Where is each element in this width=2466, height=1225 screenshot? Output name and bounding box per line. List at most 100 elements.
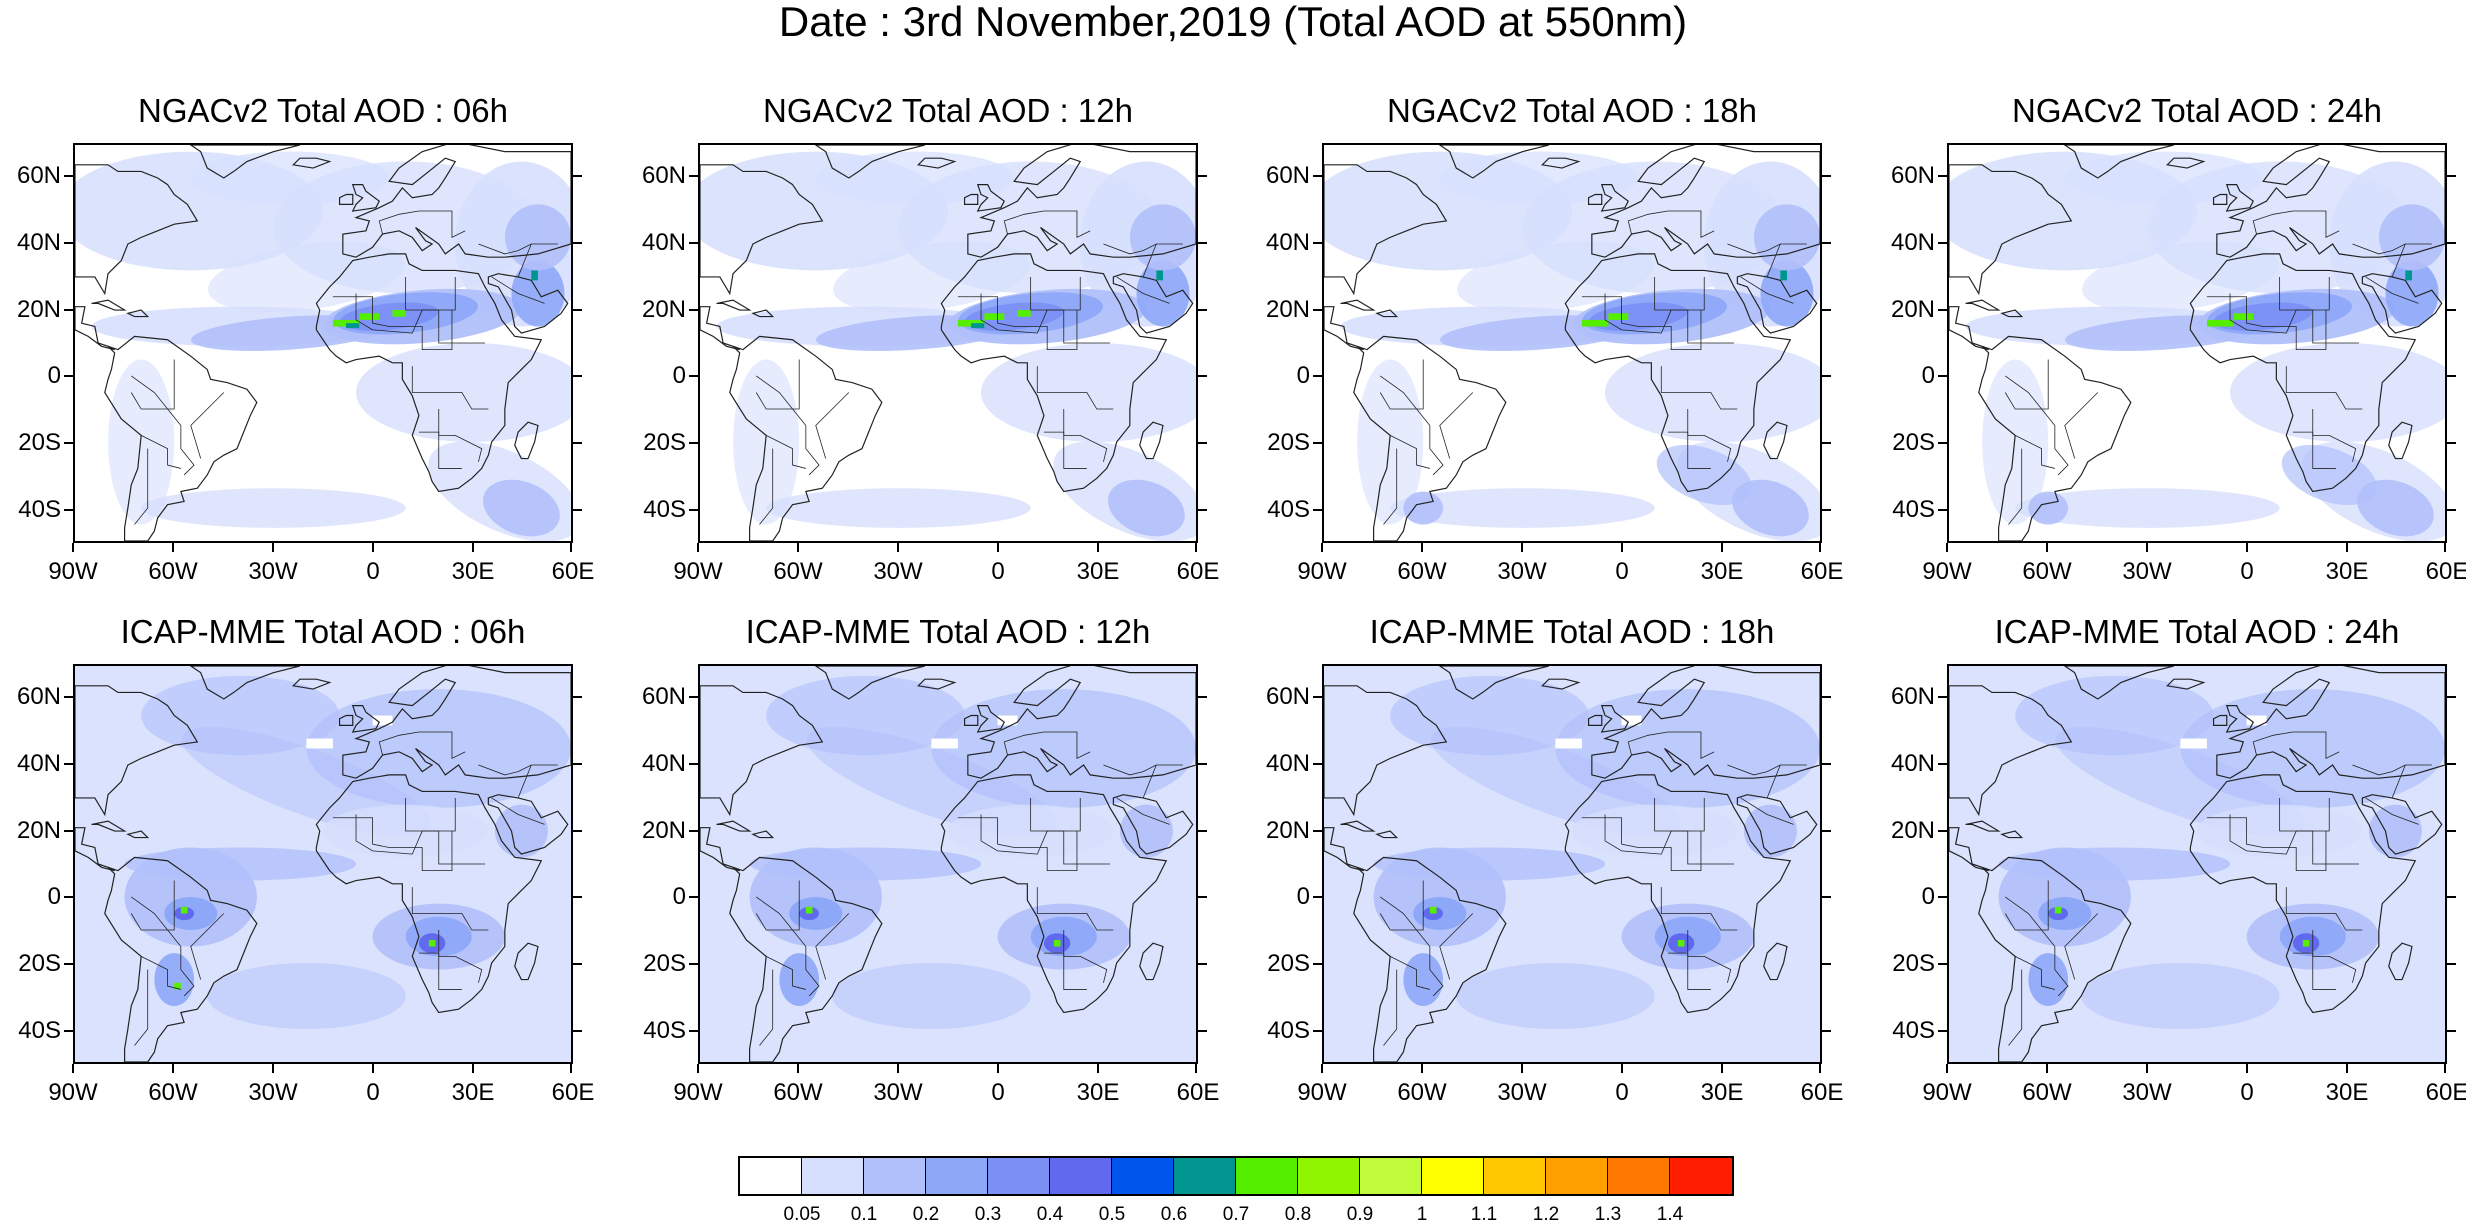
lat-tick (1822, 242, 1831, 244)
lat-tick (689, 442, 698, 444)
lat-label: 20S (643, 950, 686, 977)
lon-label: 60E (1800, 558, 1844, 585)
colorbar-swatch (1422, 1158, 1484, 1194)
lat-tick (573, 442, 582, 444)
lat-tick (1938, 175, 1947, 178)
lat-tick (573, 696, 582, 699)
lon-tick (797, 543, 799, 552)
lon-tick (472, 543, 474, 552)
lon-tick (72, 543, 74, 552)
colorbar-label: 0.05 (783, 1204, 821, 1225)
lat-tick (1313, 242, 1322, 244)
lat-label: 20S (18, 429, 61, 456)
lon-tick (472, 1064, 474, 1073)
lat-tick (1313, 896, 1322, 899)
lat-tick (689, 242, 698, 244)
lat-label: 20S (1892, 429, 1935, 456)
aod-map (1947, 664, 2447, 1064)
colorbar-swatch (1608, 1158, 1670, 1194)
colorbar-label: 0.6 (1160, 1204, 1188, 1225)
lat-label: 40S (643, 1016, 686, 1044)
lon-label: 60W (773, 1079, 823, 1106)
lat-tick (573, 175, 582, 178)
lat-tick (573, 375, 582, 378)
lon-tick (2246, 543, 2248, 552)
lon-label: 30E (2325, 558, 2369, 585)
lon-label: 30W (873, 1079, 923, 1106)
lon-tick (1521, 1064, 1523, 1073)
lat-tick (1822, 375, 1831, 378)
lon-label: 30W (2122, 558, 2172, 585)
lon-label: 30E (451, 1079, 495, 1106)
lat-label: 20N (16, 295, 61, 323)
lon-label: 0 (1615, 1079, 1629, 1106)
lon-tick (570, 1064, 572, 1073)
lon-tick (372, 1064, 374, 1073)
lon-label: 0 (366, 558, 380, 585)
lon-label: 60W (773, 558, 823, 585)
lat-tick (2447, 508, 2456, 511)
colorbar-swatch (1236, 1158, 1298, 1194)
lat-label: 40S (1267, 1016, 1310, 1044)
lon-label: 90W (1922, 558, 1972, 585)
colorbar (738, 1156, 1734, 1196)
lon-tick (1621, 1064, 1623, 1073)
lat-tick (1822, 308, 1831, 311)
lat-tick (64, 508, 73, 511)
lat-tick (689, 896, 698, 899)
lon-tick (1946, 1064, 1948, 1073)
lat-tick (689, 696, 698, 699)
lat-tick (1938, 442, 1947, 444)
lat-label: 40S (18, 495, 61, 523)
lat-tick (689, 829, 698, 832)
lat-tick (573, 242, 582, 244)
lon-tick (2146, 543, 2148, 552)
lat-tick (573, 896, 582, 899)
lat-tick (2447, 308, 2456, 311)
lat-tick (1313, 696, 1322, 699)
lat-tick (573, 829, 582, 832)
lon-label: 60E (2425, 1079, 2466, 1106)
lat-tick (64, 896, 73, 899)
lon-tick (897, 1064, 899, 1073)
lat-tick (1938, 696, 1947, 699)
lat-tick (1938, 763, 1947, 765)
lon-tick (2444, 543, 2446, 552)
lat-tick (2447, 242, 2456, 244)
lat-tick (2447, 442, 2456, 444)
lon-label: 30E (1700, 1079, 1744, 1106)
lon-tick (2444, 1064, 2446, 1073)
lat-label: 0 (1296, 883, 1310, 911)
lon-label: 90W (1297, 558, 1347, 585)
lat-tick (1938, 829, 1947, 832)
lat-label: 40S (18, 1016, 61, 1044)
lon-label: 0 (2240, 1079, 2254, 1106)
lon-label: 30W (1497, 558, 1547, 585)
colorbar-swatch (1174, 1158, 1236, 1194)
lat-label: 40N (16, 229, 61, 256)
lon-label: 60W (148, 558, 198, 585)
lon-tick (697, 1064, 699, 1073)
lon-label: 0 (2240, 558, 2254, 585)
lat-tick (1822, 896, 1831, 899)
lat-tick (1938, 508, 1947, 511)
colorbar-swatch (1546, 1158, 1608, 1194)
lat-label: 0 (1921, 362, 1935, 390)
map-panel: ICAP-MME Total AOD : 24h 60N 40N 20N 0 20S 40… (1891, 614, 2466, 1105)
colorbar-label: 0.4 (1036, 1204, 1064, 1225)
aod-map (1322, 664, 1822, 1064)
lat-label: 20S (1267, 429, 1310, 456)
lat-tick (1198, 375, 1207, 378)
lon-tick (2146, 1064, 2148, 1073)
lat-tick (2447, 829, 2456, 832)
aod-field-svg (75, 145, 571, 541)
lat-label: 40N (1890, 229, 1935, 256)
lat-tick (64, 242, 73, 244)
lon-label: 30E (2325, 1079, 2369, 1106)
lat-label: 40S (1267, 495, 1310, 523)
lon-tick (797, 1064, 799, 1073)
map-panel: ICAP-MME Total AOD : 06h 60N 40N 20N 0 20S 40… (17, 614, 594, 1105)
lon-tick (997, 543, 999, 552)
lat-tick (2447, 763, 2456, 765)
lat-tick (1938, 1029, 1947, 1032)
